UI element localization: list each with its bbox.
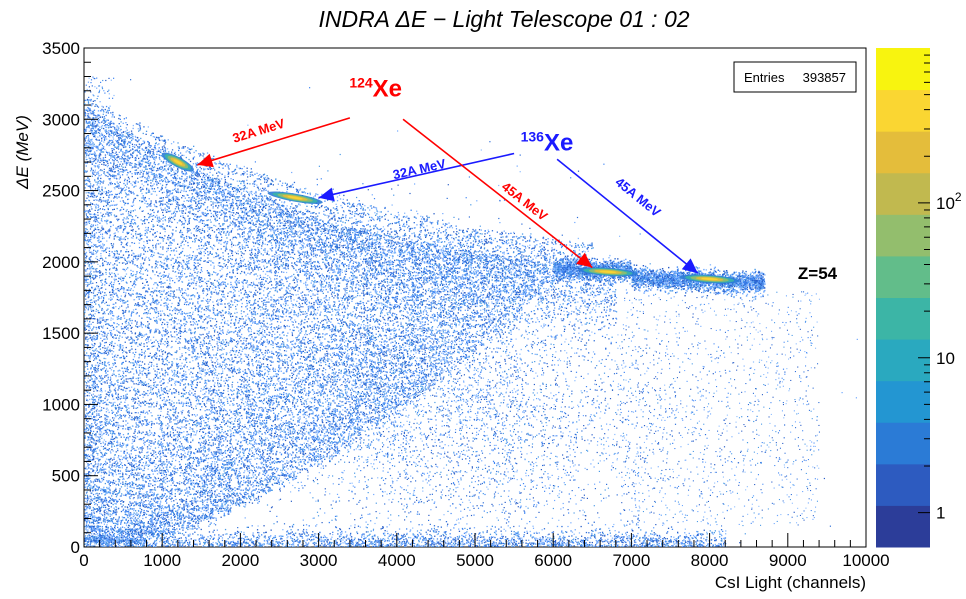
x-tick-label: 10000 xyxy=(842,551,889,570)
stats-entries-value: 393857 xyxy=(803,70,846,85)
x-tick-label: 1000 xyxy=(143,551,181,570)
chart-title: INDRA ΔE − Light Telescope 01 : 02 xyxy=(318,6,689,32)
x-axis: 0 1000 2000 3000 4000 5000 6000 7000 8000 9000 100… xyxy=(79,533,890,570)
colorbar-tick-label: 102 xyxy=(936,190,962,213)
colorbar-segment xyxy=(876,463,930,506)
stats-box: Entries 393857 xyxy=(733,61,857,93)
y-tick-label: 1000 xyxy=(42,395,80,414)
hot-spot xyxy=(679,274,740,284)
colorbar-segment xyxy=(876,89,930,132)
colorbar-segment xyxy=(876,214,930,257)
isotope-label: 124Xe xyxy=(349,74,402,102)
x-tick-label: 0 xyxy=(79,551,88,570)
y-tick-label: 3500 xyxy=(42,39,80,58)
annotation-arrowhead xyxy=(681,258,698,274)
colorbar-segment xyxy=(876,505,930,548)
colorbar-segment xyxy=(876,131,930,174)
x-axis-label: CsI Light (channels) xyxy=(715,573,866,592)
x-tick-label: 4000 xyxy=(378,551,416,570)
annotation-label: Z=54 xyxy=(798,264,838,283)
annotation-arrow xyxy=(318,152,515,199)
annotation-arrow xyxy=(402,118,593,269)
y-tick-label: 0 xyxy=(71,538,80,557)
stats-entries-label: Entries xyxy=(744,70,785,85)
x-tick-label: 6000 xyxy=(534,551,572,570)
annotation-arrow xyxy=(556,158,699,274)
colorbar-segment xyxy=(876,48,930,91)
colorbar-segment xyxy=(876,172,930,215)
x-tick-label: 5000 xyxy=(456,551,494,570)
x-tick-label: 7000 xyxy=(612,551,650,570)
colorbar-tick-label: 10 xyxy=(936,349,955,368)
hot-spot xyxy=(578,267,638,277)
histogram-density xyxy=(84,76,858,547)
colorbar-segment xyxy=(876,380,930,423)
y-tick-label: 500 xyxy=(52,467,80,486)
colorbar-segment xyxy=(876,255,930,298)
colorbar-segment xyxy=(876,422,930,465)
colorbar-segment xyxy=(876,339,930,382)
color-scale-bar: 1 10 102 xyxy=(876,48,962,548)
colorbar-segment xyxy=(876,297,930,340)
hot-spot xyxy=(267,191,323,204)
annotation-arrowhead xyxy=(197,153,214,168)
y-tick-label: 2000 xyxy=(42,253,80,272)
y-tick-label: 2500 xyxy=(42,182,80,201)
x-tick-label: 9000 xyxy=(769,551,807,570)
hot-spots xyxy=(161,152,740,284)
annotation-arrowhead xyxy=(318,187,335,202)
x-tick-label: 3000 xyxy=(300,551,338,570)
colorbar-tick-label: 1 xyxy=(936,504,945,523)
x-tick-label: 8000 xyxy=(691,551,729,570)
y-tick-label: 1500 xyxy=(42,324,80,343)
y-axis-label: ΔE (MeV) xyxy=(13,115,32,190)
isotope-label: 136Xe xyxy=(521,129,574,157)
x-tick-label: 2000 xyxy=(221,551,259,570)
annotation-arrowhead xyxy=(576,252,593,268)
annotation-arrow xyxy=(197,117,351,166)
hot-spot xyxy=(161,152,194,172)
y-tick-label: 3000 xyxy=(42,110,80,129)
y-axis: 0 500 1000 1500 2000 2500 3000 3500 xyxy=(42,39,98,557)
